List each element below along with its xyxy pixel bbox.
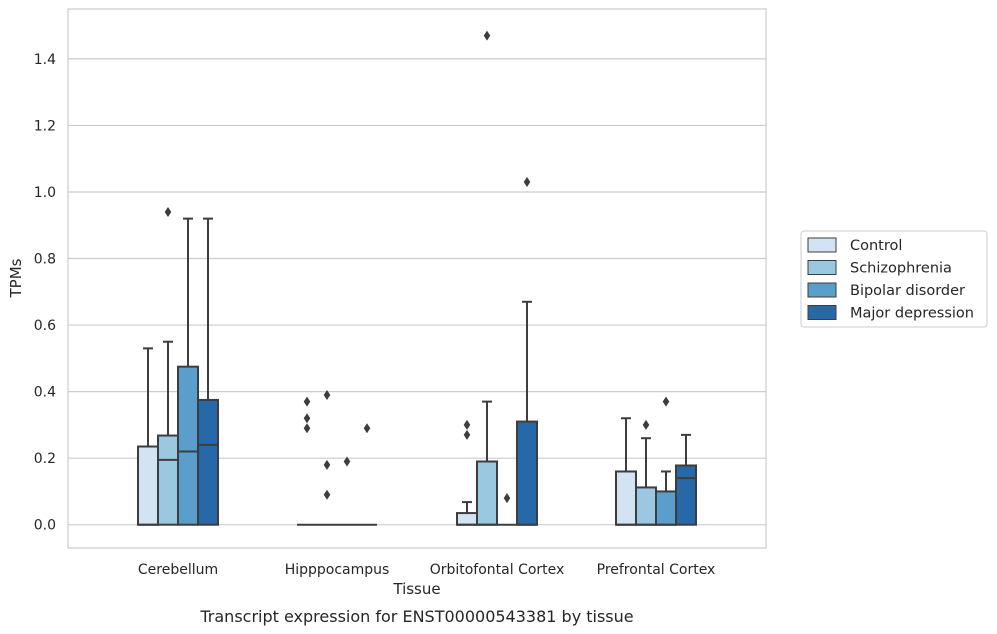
outlier-point xyxy=(164,206,172,217)
category-group xyxy=(456,30,538,526)
legend-frame xyxy=(800,230,988,328)
legend-label: Bipolar disorder xyxy=(850,283,965,299)
box-body xyxy=(655,490,677,526)
x-tick-label: Orbitofontal Cortex xyxy=(430,562,565,578)
y-tick-label: 0.0 xyxy=(34,518,56,534)
box-groups xyxy=(137,30,697,526)
legend-swatch xyxy=(807,282,837,298)
outlier-point xyxy=(662,396,670,407)
category-group xyxy=(297,389,377,526)
box-body xyxy=(137,445,159,526)
box-schizophrenia xyxy=(317,389,337,526)
box-major-depression xyxy=(357,423,377,526)
box-body xyxy=(476,460,498,526)
legend-label: Control xyxy=(850,238,902,254)
x-axis-label: Tissue xyxy=(392,580,440,598)
outlier-point xyxy=(463,419,471,430)
outlier-point xyxy=(363,423,371,434)
box-body xyxy=(456,512,478,526)
y-tick-label: 1.0 xyxy=(34,185,56,201)
box-schizophrenia xyxy=(476,30,498,526)
y-tick-label: 1.2 xyxy=(34,118,56,134)
box-body xyxy=(635,486,657,526)
box-control xyxy=(137,347,159,526)
x-tick-label: Cerebellum xyxy=(138,562,218,578)
x-tick-label: Hipppocampus xyxy=(285,562,390,578)
x-axis-ticks: Cerebellum Hipppocampus Orbitofontal Corte… xyxy=(138,562,715,578)
chart-caption: Transcript expression for ENST0000054338… xyxy=(199,607,633,626)
x-tick-label: Prefrontal Cortex xyxy=(597,562,716,578)
box-major-depression xyxy=(197,217,219,526)
box-body xyxy=(675,464,697,526)
legend: Control Schizophrenia Bipolar disorder Majo… xyxy=(800,230,988,328)
outlier-point xyxy=(463,429,471,440)
outlier-point xyxy=(323,489,331,500)
legend-swatch xyxy=(807,305,837,320)
outlier-point xyxy=(503,493,511,504)
box-body xyxy=(157,434,179,526)
y-tick-label: 1.4 xyxy=(34,52,56,68)
box-major-depression xyxy=(516,177,538,526)
outlier-point xyxy=(523,177,531,188)
outlier-point xyxy=(343,456,351,467)
outlier-point xyxy=(303,423,311,434)
outlier-point xyxy=(483,30,491,41)
outlier-point xyxy=(323,459,331,470)
y-axis-label: TPMs xyxy=(7,258,25,298)
legend-label: Major depression xyxy=(850,306,974,322)
box-bipolar-disorder xyxy=(497,493,517,526)
box-body xyxy=(516,420,538,526)
outlier-point xyxy=(323,389,331,400)
y-tick-label: 0.6 xyxy=(34,318,56,334)
y-tick-label: 0.8 xyxy=(34,252,56,268)
box-body xyxy=(197,398,219,526)
box-body xyxy=(615,470,637,526)
box-bipolar-disorder xyxy=(337,456,357,526)
y-tick-label: 0.2 xyxy=(34,451,56,467)
category-group xyxy=(615,396,697,526)
outlier-point xyxy=(642,419,650,430)
box-control xyxy=(456,419,478,526)
box-major-depression xyxy=(675,433,697,526)
box-body xyxy=(177,365,199,526)
outlier-point xyxy=(303,396,311,407)
legend-swatch xyxy=(807,260,837,275)
y-tick-label: 0.4 xyxy=(34,385,56,401)
category-group xyxy=(137,206,219,526)
plot-frame xyxy=(67,8,767,549)
box-schizophrenia xyxy=(157,206,179,526)
legend-label: Schizophrenia xyxy=(850,261,952,277)
legend-swatch xyxy=(807,237,837,253)
box-control xyxy=(297,396,317,526)
y-axis-ticks: 0.0 0.2 0.4 0.6 0.8 1.0 1.2 1.4 xyxy=(34,52,56,534)
outlier-point xyxy=(303,413,311,424)
